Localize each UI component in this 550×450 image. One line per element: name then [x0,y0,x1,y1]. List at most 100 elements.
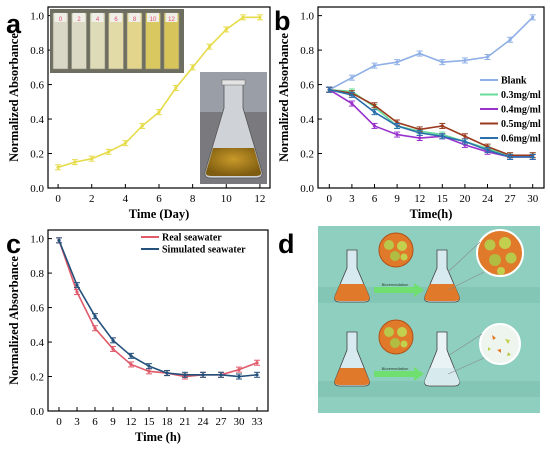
data-point [129,362,133,367]
data-point [147,369,151,373]
data-point [75,290,79,294]
data-point [255,373,259,377]
inset-flask-photo [200,72,267,184]
series-line-0 [58,240,258,378]
data-point [395,124,399,128]
legend-label: 0.6mg/ml [501,134,541,145]
data-point [508,155,512,159]
vial-cap [54,13,67,22]
data-point [75,283,79,287]
data-point [191,65,195,69]
data-point [207,45,212,49]
zoom-circle-1a [378,232,414,268]
arrow-bioremediation-1: Bioremediation [374,282,424,297]
vial-cap [73,13,85,22]
x-tick-label: 18 [162,416,174,428]
y-tick-label: 1.0 [30,234,44,246]
arrow-label-1: Bioremediation [382,282,409,287]
y-tick-label: 0.8 [300,45,314,57]
data-point [237,374,241,379]
y-tick-label: 0.4 [300,114,314,126]
x-axis-label: Time(h) [410,207,453,221]
data-point [327,88,331,92]
y-tick-label: 0.2 [300,149,314,161]
flask-before-2 [334,331,370,387]
x-tick-label: 12 [126,416,137,428]
arrow-bioremediation-2: Bioremediation [374,366,424,381]
vial-cap [110,13,122,22]
data-point [395,60,399,64]
vial-cap [147,13,159,22]
y-tick-label: 0.2 [30,149,44,161]
y-tick-label: 0.6 [300,80,314,92]
data-point [463,134,467,138]
y-tick-label: 1.0 [300,11,314,23]
vial-label: 10 [150,17,157,23]
x-axis-label: Time (Day) [129,207,190,221]
flask-before-1 [334,249,370,303]
series-line-2 [328,89,533,158]
x-tick-label: 33 [252,416,264,428]
data-point [93,314,97,318]
x-tick-label: 9 [394,193,400,205]
x-tick-label: 30 [234,416,246,428]
data-point [183,373,187,377]
inset-vials-photo: 0 2 4 6 8 10 12 [50,9,184,73]
data-point [418,136,422,140]
x-tick-label: 21 [180,416,191,428]
zoom-circle-2b [479,323,521,365]
data-point [418,51,422,56]
x-tick-label: 15 [437,193,449,205]
x-tick-label: 3 [74,416,80,428]
vial-label: 0 [59,17,63,23]
legend-label: 0.4mg/ml [501,105,541,116]
legend-label: Blank [501,76,527,87]
vial-cap [128,13,141,22]
plot-frame [47,229,269,412]
data-point [350,93,354,97]
x-tick-label: 6 [92,416,98,428]
data-point [90,157,94,161]
vial-label: 12 [168,17,175,23]
data-point [508,38,512,42]
series-line-4 [329,88,533,158]
series-line-1 [58,240,258,378]
x-tick-label: 27 [216,416,228,428]
x-tick-label: 10 [221,193,233,205]
y-tick-label: 0.0 [300,183,314,195]
legend-label: Real seawater [162,233,222,244]
x-tick-label: 0 [55,193,61,205]
data-point [147,364,151,368]
data-point [157,110,161,114]
data-point [224,27,228,32]
legend-label: 0.5mg/ml [501,119,541,130]
data-point [258,15,262,19]
y-tick-label: 0.0 [30,406,44,418]
x-tick-label: 0 [56,416,62,428]
x-tick-label: 4 [123,193,129,205]
chart-a: 0.0 0.2 0.4 0.6 0.8 1.0 0 2 4 6 8 10 12 Time (Day) Nor… [7,6,271,221]
panel-label-c: c [6,229,21,259]
data-point [123,141,127,145]
y-axis-label: Normalized Absorbance [277,33,291,162]
data-point [372,110,377,114]
x-tick-label: 20 [459,193,471,205]
data-point [440,60,444,64]
series-line-3 [329,88,533,157]
data-point [372,124,377,128]
data-point [73,160,77,164]
y-tick-label: 1.0 [30,11,44,23]
data-point [255,361,259,365]
x-tick-label: 9 [110,416,116,428]
x-axis-label: Time (h) [135,430,181,444]
panel-label-b: b [274,6,291,36]
x-tick-label: 24 [198,416,210,428]
data-point [350,76,354,80]
data-point [106,150,111,154]
zoom-circle-1b [476,229,524,277]
data-point [140,124,144,128]
data-point [56,165,60,169]
panel-label-a: a [6,9,22,39]
y-axis-label: Normalized Absorbance [7,33,21,162]
x-tick-label: 0 [327,193,333,205]
